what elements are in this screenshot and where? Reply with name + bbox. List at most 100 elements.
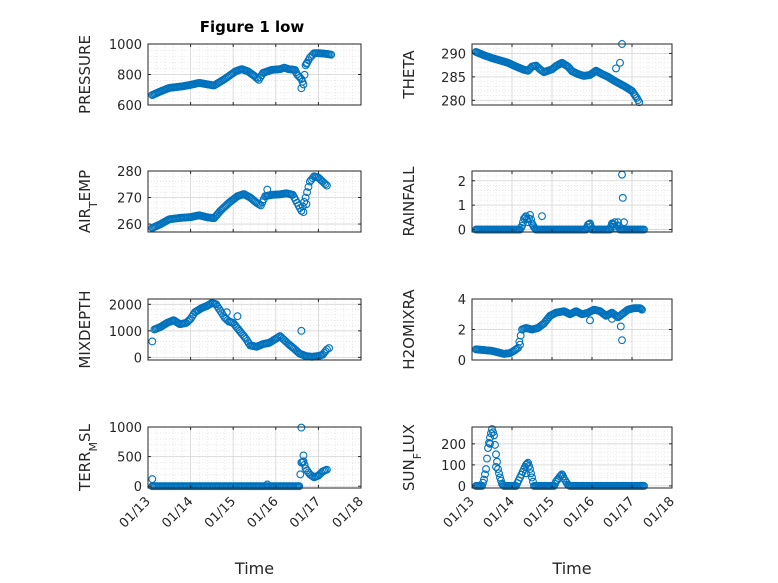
series-sun_flux	[472, 425, 648, 490]
y-tick-label: 200	[441, 438, 466, 453]
data-point	[206, 299, 215, 308]
data-point	[299, 80, 308, 89]
data-point	[300, 70, 309, 79]
data-point	[263, 185, 272, 194]
data-point	[494, 465, 502, 474]
y-tick-label: 4	[458, 293, 466, 308]
data-point	[636, 304, 644, 313]
subplot-rainfall: 0 1 2 RAINFALL	[400, 166, 673, 239]
data-point	[586, 316, 594, 325]
data-point	[492, 450, 500, 459]
data-point	[303, 188, 311, 197]
data-point	[299, 451, 308, 460]
data-point	[296, 470, 305, 479]
y-tick-label: 1000	[109, 421, 142, 436]
data-point	[618, 336, 626, 345]
y-tick-label: 600	[117, 99, 142, 114]
axes-background	[472, 171, 672, 232]
subplot-mixdepth: 0 1000 2000 MIXDEPTH	[76, 290, 362, 369]
y-tick-label: 0	[134, 351, 142, 366]
data-point	[148, 337, 157, 346]
data-point	[148, 475, 157, 484]
data-point	[479, 478, 487, 487]
data-point	[295, 73, 304, 82]
subplot-theta: 280 285 290 THETA	[400, 40, 673, 109]
series-mixdepth	[148, 299, 333, 361]
data-point	[486, 439, 494, 448]
series-air_temp	[148, 172, 331, 232]
y-tick-label: 1	[458, 199, 466, 214]
data-point	[631, 92, 640, 101]
axes-box	[471, 170, 673, 233]
y-tick-label: 100	[441, 459, 466, 474]
y-axis-label: PRESSURE	[76, 35, 94, 114]
y-axis-label: MIXDEPTH	[76, 290, 94, 368]
data-point	[308, 472, 317, 481]
y-tick-label: 2	[458, 324, 466, 339]
data-point	[299, 457, 308, 466]
y-tick-label: 2000	[109, 298, 142, 313]
y-axis-label: TERRMSL	[76, 423, 100, 492]
subplot-h2omixra: 0 2 4 H2OMIXRA	[400, 289, 673, 370]
data-point	[608, 314, 616, 323]
data-point	[295, 482, 304, 491]
data-point	[321, 180, 330, 189]
y-tick-label: 1000	[109, 325, 142, 340]
data-point	[620, 218, 628, 227]
y-tick-label: 280	[117, 165, 142, 180]
y-axis-label: H2OMIXRA	[400, 289, 418, 370]
data-point	[481, 470, 489, 479]
data-point	[635, 98, 644, 107]
data-point	[484, 444, 492, 452]
data-point	[522, 469, 530, 478]
data-point	[299, 208, 308, 217]
y-tick-label: 280	[441, 94, 466, 109]
series-theta	[472, 40, 644, 107]
y-tick-label: 285	[441, 71, 466, 86]
data-point	[325, 344, 333, 353]
data-point	[490, 431, 498, 440]
data-point	[483, 454, 491, 463]
data-point	[526, 210, 534, 219]
data-point	[495, 469, 503, 478]
axes-box	[471, 43, 673, 106]
data-point	[480, 475, 488, 484]
data-point	[302, 59, 311, 68]
axes-background	[148, 171, 361, 232]
data-point	[528, 473, 536, 482]
y-tick-label: 0	[458, 480, 466, 495]
data-point	[322, 465, 331, 474]
data-point	[297, 206, 306, 215]
data-point	[614, 218, 622, 227]
y-tick-label: 0	[134, 480, 142, 495]
y-axis-label: AIRTEMP	[76, 170, 100, 233]
subplot-air_temp: 260 270 280 AIRTEMP	[76, 165, 362, 233]
data-point	[612, 64, 620, 73]
data-point	[638, 305, 646, 314]
y-tick-label: 1000	[109, 38, 142, 53]
axes-box	[147, 426, 362, 489]
data-point	[516, 340, 524, 349]
data-point	[297, 84, 306, 93]
y-axis-label: SUNFLUX	[400, 424, 424, 491]
data-point	[492, 463, 500, 471]
data-point	[525, 461, 533, 470]
axes-box	[147, 298, 362, 361]
data-point	[616, 322, 625, 331]
data-point	[304, 182, 313, 191]
data-point	[297, 423, 306, 432]
data-point	[300, 197, 309, 206]
data-point	[640, 225, 648, 234]
data-point	[556, 472, 564, 481]
data-point	[610, 218, 619, 227]
data-point	[527, 469, 535, 478]
axes-box	[471, 426, 673, 489]
y-tick-label: 0	[458, 354, 466, 369]
data-point	[640, 481, 648, 490]
subplot-pressure: 600 800 1000 PRESSURE	[76, 35, 362, 114]
y-tick-label: 0	[458, 224, 466, 239]
data-point	[489, 428, 497, 437]
y-tick-label: 290	[441, 47, 466, 62]
y-tick-label: 2	[458, 175, 466, 190]
y-tick-label: 270	[117, 192, 142, 207]
